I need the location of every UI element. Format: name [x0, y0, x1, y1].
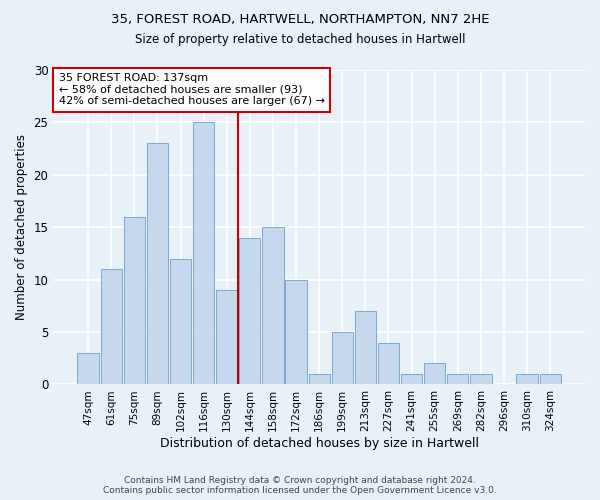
Bar	[401, 374, 422, 384]
Bar	[517, 374, 538, 384]
Text: 35 FOREST ROAD: 137sqm
← 58% of detached houses are smaller (93)
42% of semi-det: 35 FOREST ROAD: 137sqm ← 58% of detached…	[59, 73, 325, 106]
Bar	[378, 342, 399, 384]
Text: 35, FOREST ROAD, HARTWELL, NORTHAMPTON, NN7 2HE: 35, FOREST ROAD, HARTWELL, NORTHAMPTON, …	[111, 12, 489, 26]
Y-axis label: Number of detached properties: Number of detached properties	[15, 134, 28, 320]
Bar	[101, 269, 122, 384]
X-axis label: Distribution of detached houses by size in Hartwell: Distribution of detached houses by size …	[160, 437, 479, 450]
Bar	[355, 311, 376, 384]
Bar	[262, 227, 284, 384]
Bar	[239, 238, 260, 384]
Text: Contains HM Land Registry data © Crown copyright and database right 2024.
Contai: Contains HM Land Registry data © Crown c…	[103, 476, 497, 495]
Text: Size of property relative to detached houses in Hartwell: Size of property relative to detached ho…	[135, 32, 465, 46]
Bar	[147, 144, 168, 384]
Bar	[286, 280, 307, 384]
Bar	[470, 374, 491, 384]
Bar	[170, 258, 191, 384]
Bar	[539, 374, 561, 384]
Bar	[308, 374, 330, 384]
Bar	[447, 374, 469, 384]
Bar	[216, 290, 238, 384]
Bar	[124, 216, 145, 384]
Bar	[77, 353, 99, 384]
Bar	[332, 332, 353, 384]
Bar	[193, 122, 214, 384]
Bar	[424, 364, 445, 384]
